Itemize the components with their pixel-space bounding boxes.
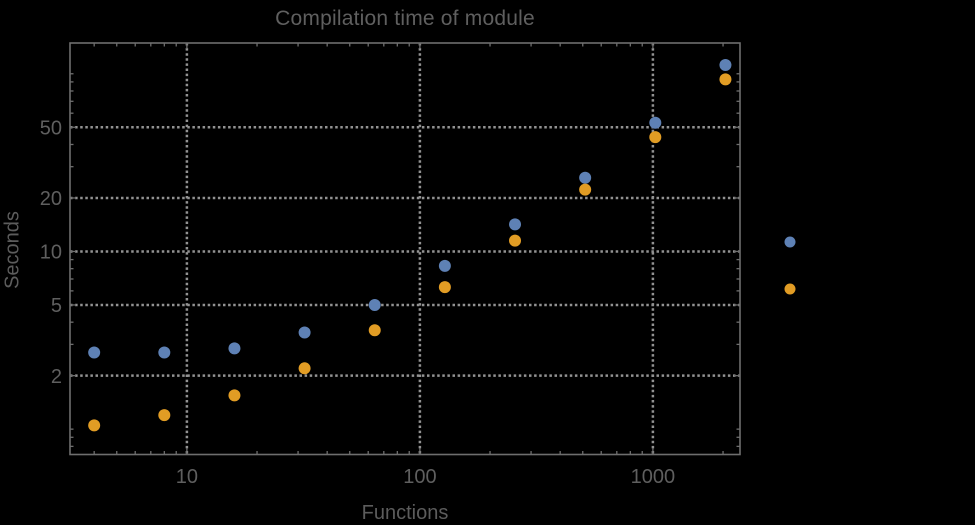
tick-labels: 10 100 1000 2 5 10 20 50 [40, 117, 675, 488]
data-point [298, 362, 311, 375]
y-tick-label: 5 [51, 295, 62, 317]
x-tick-label: 10 [176, 466, 198, 488]
data-point [368, 324, 381, 337]
data-point [438, 259, 451, 272]
data-point [719, 59, 732, 72]
gridlines [70, 43, 740, 455]
legend-marker-series-1 [784, 283, 796, 295]
data-point [579, 171, 592, 184]
data-point [298, 326, 311, 339]
legend [784, 236, 796, 295]
y-tick-label: 20 [40, 188, 62, 210]
series-0-points [88, 59, 732, 359]
data-point [228, 389, 241, 402]
legend-marker-series-0 [784, 236, 796, 248]
data-point [438, 281, 451, 294]
y-axis-label: Seconds [1, 211, 24, 289]
data-point [509, 234, 522, 247]
chart-title: Compilation time of module [275, 7, 535, 30]
data-point [88, 346, 101, 359]
data-point [228, 342, 241, 355]
y-tick-label: 50 [40, 117, 62, 139]
data-point [649, 116, 662, 129]
y-tick-label: 2 [51, 366, 62, 388]
plot-frame [69, 42, 741, 456]
data-point [158, 346, 171, 359]
data-point [649, 131, 662, 144]
y-tick-label: 10 [40, 242, 62, 264]
x-axis-label: Functions [361, 502, 449, 524]
x-tick-label: 1000 [631, 466, 676, 488]
data-point [579, 183, 592, 196]
data-point [158, 409, 171, 422]
series-1-points [88, 73, 732, 432]
axis-ticks [70, 43, 740, 455]
data-point [509, 218, 522, 231]
data-point [368, 298, 381, 311]
data-point [88, 419, 101, 432]
data-point [719, 73, 732, 86]
x-tick-label: 100 [403, 466, 436, 488]
